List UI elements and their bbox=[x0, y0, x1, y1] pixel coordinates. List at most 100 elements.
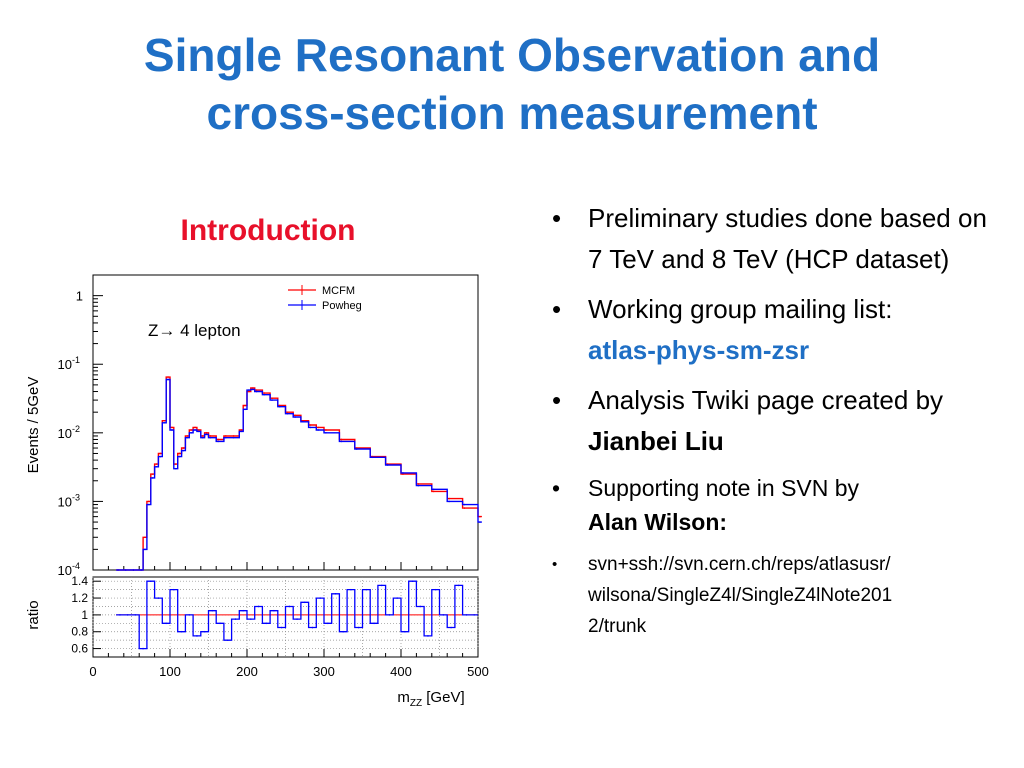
bullet-list: • Preliminary studies done based on 7 Te… bbox=[548, 198, 988, 642]
series-powheg-point bbox=[205, 433, 208, 436]
series-mcfm-point bbox=[174, 463, 177, 465]
ratio-series-layer bbox=[116, 580, 478, 650]
series-powheg-point bbox=[402, 472, 404, 474]
series-mcfm-point bbox=[225, 435, 227, 437]
bullet-text: Supporting note in SVN by bbox=[588, 475, 860, 501]
series-mcfm-point bbox=[178, 452, 181, 455]
series-powheg-point bbox=[132, 569, 135, 571]
bullet-supporting-note: • Supporting note in SVN by Alan Wilson: bbox=[548, 471, 988, 539]
ratio-point bbox=[257, 605, 260, 608]
ratio-tick-label: 0.8 bbox=[71, 625, 88, 639]
series-powheg-point bbox=[190, 432, 192, 434]
ratio-point bbox=[242, 609, 244, 612]
series-mcfm-point bbox=[182, 447, 185, 449]
series-powheg-point bbox=[240, 430, 243, 433]
bullet-svn-path: • svn+ssh://svn.cern.ch/reps/atlasusr/ w… bbox=[548, 549, 988, 642]
series-mcfm-point bbox=[232, 435, 235, 437]
series-mcfm-point bbox=[209, 435, 212, 437]
x-tick-label: 200 bbox=[236, 664, 258, 679]
ratio-point bbox=[427, 635, 429, 637]
chart-annotation: Z→ 4 lepton bbox=[148, 321, 241, 340]
series-powheg-point bbox=[248, 389, 250, 391]
mailing-list-link[interactable]: atlas-phys-sm-zsr bbox=[588, 335, 810, 365]
ratio-point bbox=[357, 626, 360, 629]
legend-mcfm-label: MCFM bbox=[322, 285, 355, 297]
series-mcfm-point bbox=[217, 438, 219, 441]
series-mcfm-point bbox=[286, 411, 289, 413]
series-mcfm-point bbox=[340, 438, 343, 441]
series-powheg-point bbox=[225, 436, 227, 439]
ratio-point bbox=[350, 588, 352, 591]
ratio-point bbox=[380, 584, 383, 587]
upper-axis-ticks: 0 100 200 300 400 500 1 10-1 10-2 10-3 10-4 bbox=[58, 274, 489, 679]
ratio-point bbox=[157, 597, 160, 599]
series-powheg-point bbox=[432, 488, 435, 491]
series-powheg-point bbox=[209, 436, 212, 439]
ratio-point bbox=[265, 622, 268, 625]
bullet-dot: • bbox=[552, 385, 562, 415]
series-powheg-point bbox=[386, 464, 389, 466]
ratio-point bbox=[419, 605, 422, 608]
series-powheg-point bbox=[148, 503, 150, 506]
ratio-point bbox=[342, 630, 345, 633]
series-mcfm-point bbox=[463, 507, 466, 509]
series-mcfm-point bbox=[205, 432, 208, 434]
series-powheg-point bbox=[178, 455, 181, 458]
series-mcfm-point bbox=[309, 424, 312, 426]
slide-title-line-1: Single Resonant Observation and bbox=[143, 29, 881, 81]
ratio-point bbox=[250, 618, 252, 620]
series-powheg-point bbox=[174, 467, 177, 470]
ratio-point bbox=[288, 605, 291, 608]
series-powheg-point bbox=[159, 455, 162, 458]
series-mcfm-point bbox=[201, 435, 204, 437]
bullet-twiki-page: • Analysis Twiki page created by Jianbei… bbox=[548, 380, 988, 462]
y-tick-label: 1 bbox=[76, 289, 83, 304]
ratio-point bbox=[196, 635, 198, 637]
series-mcfm-point bbox=[448, 497, 450, 500]
series-mcfm-point bbox=[148, 500, 150, 503]
series-mcfm-point bbox=[186, 435, 189, 437]
ratio-point bbox=[149, 580, 152, 583]
series-mcfm-point bbox=[159, 452, 162, 455]
series-powheg-point bbox=[417, 484, 420, 487]
series-powheg-point bbox=[163, 422, 166, 424]
series-powheg-point bbox=[263, 393, 266, 396]
y-tick-label: 10-3 bbox=[58, 492, 80, 509]
ratio-point bbox=[365, 588, 368, 591]
ratio-point bbox=[327, 622, 329, 625]
x-tick-label: 500 bbox=[467, 664, 489, 679]
svn-path-line-2: wilsona/SingleZ4l/SingleZ4lNote201 bbox=[588, 585, 893, 606]
series-powheg-point bbox=[151, 477, 154, 479]
series-mcfm-point bbox=[240, 429, 243, 431]
series-mcfm-point bbox=[144, 536, 146, 539]
ratio-point bbox=[303, 601, 306, 604]
bullet-dot: • bbox=[552, 203, 562, 233]
x-tick-label: 0 bbox=[89, 664, 96, 679]
series-powheg-point bbox=[167, 378, 169, 381]
slide-title: Single Resonant Observation and cross-se… bbox=[40, 26, 984, 142]
ratio-series-line bbox=[116, 580, 478, 650]
series-powheg-point bbox=[448, 500, 450, 503]
series-mcfm-point bbox=[163, 419, 166, 422]
series-powheg-point bbox=[201, 436, 204, 439]
ratio-point bbox=[373, 622, 375, 625]
ratio-point bbox=[450, 626, 452, 629]
series-powheg-point bbox=[171, 429, 173, 431]
series-mcfm-point bbox=[294, 414, 296, 417]
ratio-tick-label: 1.2 bbox=[71, 591, 88, 605]
series-mcfm-point bbox=[251, 387, 254, 389]
x-tick-label: 400 bbox=[390, 664, 412, 679]
mass-spectrum-figure: 0 100 200 300 400 500 1 10-1 10-2 10-3 10-4 1.4 1.2… bbox=[18, 265, 496, 710]
ratio-point bbox=[465, 614, 468, 616]
section-heading: Introduction bbox=[180, 214, 356, 247]
series-mcfm-line bbox=[116, 376, 482, 571]
svn-path-line-1: svn+ssh://svn.cern.ch/reps/atlasusr/ bbox=[588, 554, 891, 575]
series-powheg-point bbox=[124, 569, 127, 571]
series-powheg-point bbox=[255, 390, 258, 393]
ratio-point bbox=[180, 630, 183, 633]
series-mcfm-point bbox=[198, 429, 200, 431]
ratio-point bbox=[211, 609, 214, 612]
series-powheg-point bbox=[251, 388, 254, 391]
y-tick-label: 10-1 bbox=[58, 355, 80, 372]
series-powheg-point bbox=[198, 430, 200, 433]
